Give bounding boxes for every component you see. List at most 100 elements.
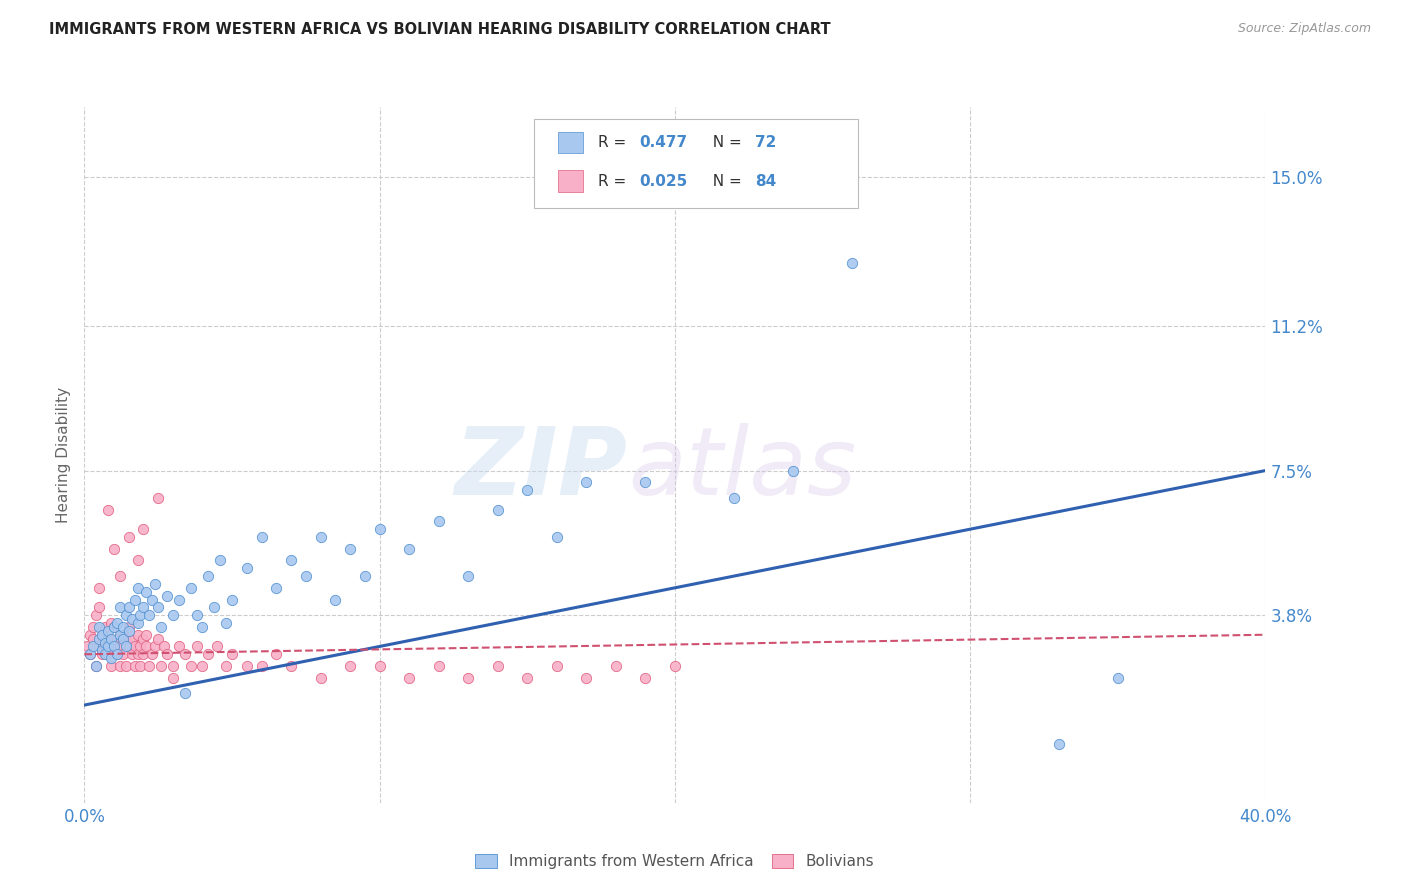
Point xyxy=(1107,671,1129,685)
Point xyxy=(135,640,157,654)
Point xyxy=(94,620,117,634)
Point xyxy=(105,647,128,661)
Point xyxy=(82,632,104,646)
Point xyxy=(89,640,111,654)
Text: 0.477: 0.477 xyxy=(640,136,688,150)
Point xyxy=(79,647,101,661)
Point xyxy=(141,647,163,661)
Point xyxy=(138,659,160,673)
Point xyxy=(100,659,122,673)
Point xyxy=(153,640,176,654)
Point xyxy=(250,530,273,544)
Point xyxy=(124,640,146,654)
Point xyxy=(205,640,228,654)
Point xyxy=(103,640,125,654)
Point xyxy=(91,628,114,642)
Point xyxy=(105,632,128,646)
Point xyxy=(236,659,259,673)
Point xyxy=(457,569,479,583)
Point xyxy=(108,569,131,583)
Point xyxy=(575,671,598,685)
Point xyxy=(575,475,598,490)
Point xyxy=(91,643,114,657)
Point xyxy=(118,620,141,634)
Point xyxy=(114,659,136,673)
Point xyxy=(634,475,657,490)
Point xyxy=(156,647,179,661)
Point xyxy=(124,592,146,607)
Point xyxy=(354,569,377,583)
Point xyxy=(516,483,538,497)
Text: 72: 72 xyxy=(755,136,776,150)
Point xyxy=(723,491,745,505)
Point xyxy=(186,640,208,654)
Text: IMMIGRANTS FROM WESTERN AFRICA VS BOLIVIAN HEARING DISABILITY CORRELATION CHART: IMMIGRANTS FROM WESTERN AFRICA VS BOLIVI… xyxy=(49,22,831,37)
Point xyxy=(427,514,450,528)
Point xyxy=(135,628,157,642)
Point xyxy=(180,581,202,595)
Point xyxy=(398,671,420,685)
Point xyxy=(280,553,302,567)
Point xyxy=(103,541,125,556)
Point xyxy=(546,659,568,673)
Point xyxy=(108,628,131,642)
Point xyxy=(100,632,122,646)
Point xyxy=(97,647,120,661)
Point xyxy=(339,541,361,556)
Point xyxy=(150,620,173,634)
Text: 84: 84 xyxy=(755,174,776,188)
Point xyxy=(427,659,450,673)
Point xyxy=(82,620,104,634)
Point xyxy=(103,620,125,634)
Point xyxy=(368,659,391,673)
Point xyxy=(516,671,538,685)
Point xyxy=(111,632,134,646)
Point xyxy=(94,647,117,661)
Point xyxy=(108,640,131,654)
Point xyxy=(156,589,179,603)
Point xyxy=(97,632,120,646)
Point xyxy=(398,541,420,556)
Point xyxy=(368,522,391,536)
Point xyxy=(94,640,117,654)
Y-axis label: Hearing Disability: Hearing Disability xyxy=(56,387,72,523)
Text: R =: R = xyxy=(598,136,631,150)
Point xyxy=(135,584,157,599)
Point xyxy=(118,624,141,638)
Point xyxy=(100,651,122,665)
Point xyxy=(129,659,152,673)
Point xyxy=(132,600,155,615)
Point xyxy=(148,491,170,505)
Point xyxy=(782,464,804,478)
Point xyxy=(105,647,128,661)
Point xyxy=(138,608,160,623)
Point xyxy=(173,647,195,661)
Point xyxy=(103,620,125,634)
Point xyxy=(143,577,166,591)
Text: atlas: atlas xyxy=(627,424,856,515)
Point xyxy=(108,600,131,615)
Point xyxy=(103,640,125,654)
Point xyxy=(132,522,155,536)
Point xyxy=(162,671,184,685)
Point xyxy=(486,659,509,673)
Point xyxy=(127,628,149,642)
Point xyxy=(114,608,136,623)
Point xyxy=(250,659,273,673)
Point xyxy=(143,640,166,654)
Point xyxy=(202,600,225,615)
Point xyxy=(111,620,134,634)
Point xyxy=(127,581,149,595)
Point xyxy=(605,659,627,673)
Point xyxy=(280,659,302,673)
Point xyxy=(129,608,152,623)
Point xyxy=(91,628,114,642)
Point xyxy=(82,640,104,654)
Point xyxy=(97,640,120,654)
Point xyxy=(100,615,122,630)
Point xyxy=(167,592,190,607)
Point xyxy=(186,608,208,623)
Point xyxy=(221,592,243,607)
Point xyxy=(191,620,214,634)
Point xyxy=(309,671,332,685)
